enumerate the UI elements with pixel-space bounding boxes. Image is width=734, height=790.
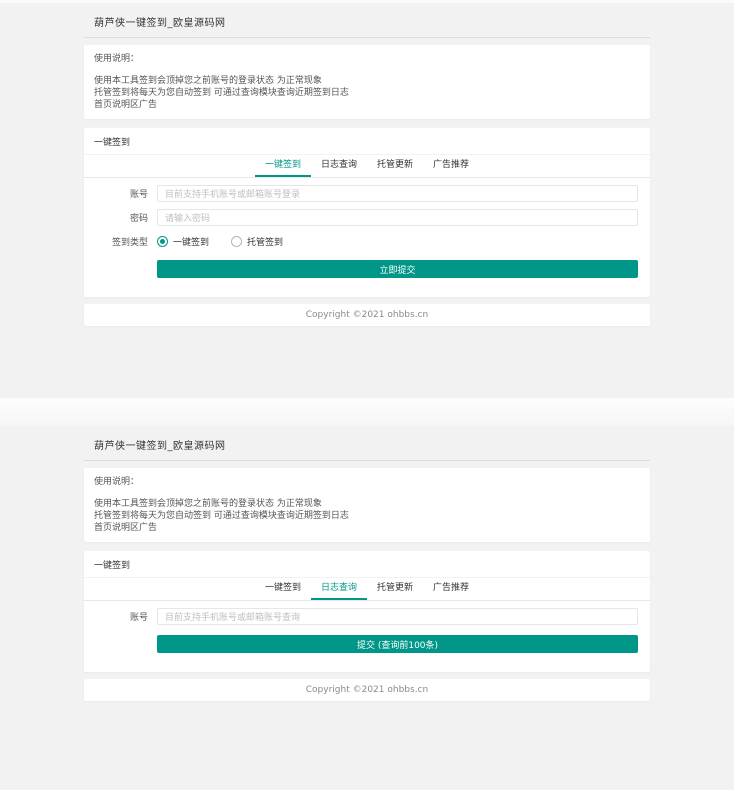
tab-log-query[interactable]: 日志查询	[320, 160, 357, 170]
tab-onekey-signin[interactable]: 一键签到	[255, 155, 311, 177]
signin-form: 账号 密码 签到类型 一键签到	[84, 185, 650, 278]
radio-hosted-signin[interactable]: 托管签到	[231, 235, 283, 248]
signin-panel: 一键签到 一键签到 日志查询 托管更新 广告推荐 账号 密码 签到类型	[84, 128, 650, 297]
submit-row: 立即提交	[96, 260, 638, 278]
panel-title: 一键签到	[84, 128, 650, 155]
copyright-text: Copyright ©2021 ohbbs.cn	[305, 685, 429, 695]
copyright-text: Copyright ©2021 ohbbs.cn	[305, 310, 429, 320]
usage-notice-line-2: 托管签到将每天为您自动签到 可通过查询模块查询近期签到日志	[94, 511, 349, 521]
tab-onekey-signin[interactable]: 一键签到	[264, 583, 301, 593]
page-title: 葫芦侠一键签到_欧皇源码网	[94, 18, 226, 29]
footer: Copyright ©2021 ohbbs.cn	[84, 304, 650, 326]
page-header: 葫芦侠一键签到_欧皇源码网	[84, 3, 650, 38]
account-input[interactable]	[157, 608, 638, 625]
account-row: 账号	[96, 185, 638, 202]
usage-notice-card: 使用说明： 使用本工具签到会顶掉您之前账号的登录状态 为正常现象 托管签到将每天…	[84, 45, 650, 119]
query-submit-button[interactable]: 提交 (查询前100条)	[157, 635, 638, 653]
log-query-form: 账号 提交 (查询前100条)	[84, 608, 650, 653]
signin-type-row: 签到类型 一键签到 托管签到	[96, 233, 638, 250]
usage-notice-line-2: 托管签到将每天为您自动签到 可通过查询模块查询近期签到日志	[94, 88, 349, 98]
tab-hosting-update[interactable]: 托管更新	[377, 583, 414, 593]
screen-log-query: 葫芦侠一键签到_欧皇源码网 使用说明： 使用本工具签到会顶掉您之前账号的登录状态…	[0, 398, 734, 790]
screen-signin: 葫芦侠一键签到_欧皇源码网 使用说明： 使用本工具签到会顶掉您之前账号的登录状态…	[0, 3, 734, 398]
signin-type-label: 签到类型	[111, 238, 148, 248]
usage-notice-line-3: 首页说明区广告	[94, 100, 158, 110]
usage-notice-line-3: 首页说明区广告	[94, 523, 158, 533]
log-query-panel: 一键签到 一键签到 日志查询 托管更新 广告推荐 账号 提交 (查询前100条)	[84, 551, 650, 672]
usage-notice-heading: 使用说明：	[94, 477, 140, 487]
account-row: 账号	[96, 608, 638, 625]
password-row: 密码	[96, 209, 638, 226]
password-input[interactable]	[157, 209, 638, 226]
usage-notice-card: 使用说明： 使用本工具签到会顶掉您之前账号的登录状态 为正常现象 托管签到将每天…	[84, 468, 650, 542]
page-header: 葫芦侠一键签到_欧皇源码网	[84, 426, 650, 461]
submit-row: 提交 (查询前100条)	[96, 635, 638, 653]
footer: Copyright ©2021 ohbbs.cn	[84, 679, 650, 701]
screenshot-divider-band	[0, 398, 734, 426]
signin-type-radio-group: 一键签到 托管签到	[157, 233, 283, 250]
usage-notice-heading: 使用说明：	[94, 54, 140, 64]
radio-checked-icon	[157, 236, 168, 247]
top-strip	[0, 0, 734, 3]
radio-onekey-label: 一键签到	[173, 238, 210, 248]
tab-bar: 一键签到 日志查询 托管更新 广告推荐	[84, 155, 650, 178]
password-label: 密码	[129, 214, 148, 224]
tab-ad-recommend[interactable]: 广告推荐	[433, 160, 470, 170]
account-label: 账号	[129, 190, 148, 200]
usage-notice-line-1: 使用本工具签到会顶掉您之前账号的登录状态 为正常现象	[94, 499, 322, 509]
account-label: 账号	[129, 613, 148, 623]
tab-hosting-update[interactable]: 托管更新	[377, 160, 414, 170]
tab-bar: 一键签到 日志查询 托管更新 广告推荐	[84, 578, 650, 601]
radio-onekey-signin[interactable]: 一键签到	[157, 235, 209, 248]
panel-title: 一键签到	[84, 551, 650, 578]
usage-notice-line-1: 使用本工具签到会顶掉您之前账号的登录状态 为正常现象	[94, 76, 322, 86]
account-input[interactable]	[157, 185, 638, 202]
tab-log-query[interactable]: 日志查询	[311, 578, 367, 600]
page-title: 葫芦侠一键签到_欧皇源码网	[94, 441, 226, 452]
submit-button[interactable]: 立即提交	[157, 260, 638, 278]
tab-ad-recommend[interactable]: 广告推荐	[433, 583, 470, 593]
radio-unchecked-icon	[231, 236, 243, 247]
radio-hosted-label: 托管签到	[247, 238, 284, 248]
